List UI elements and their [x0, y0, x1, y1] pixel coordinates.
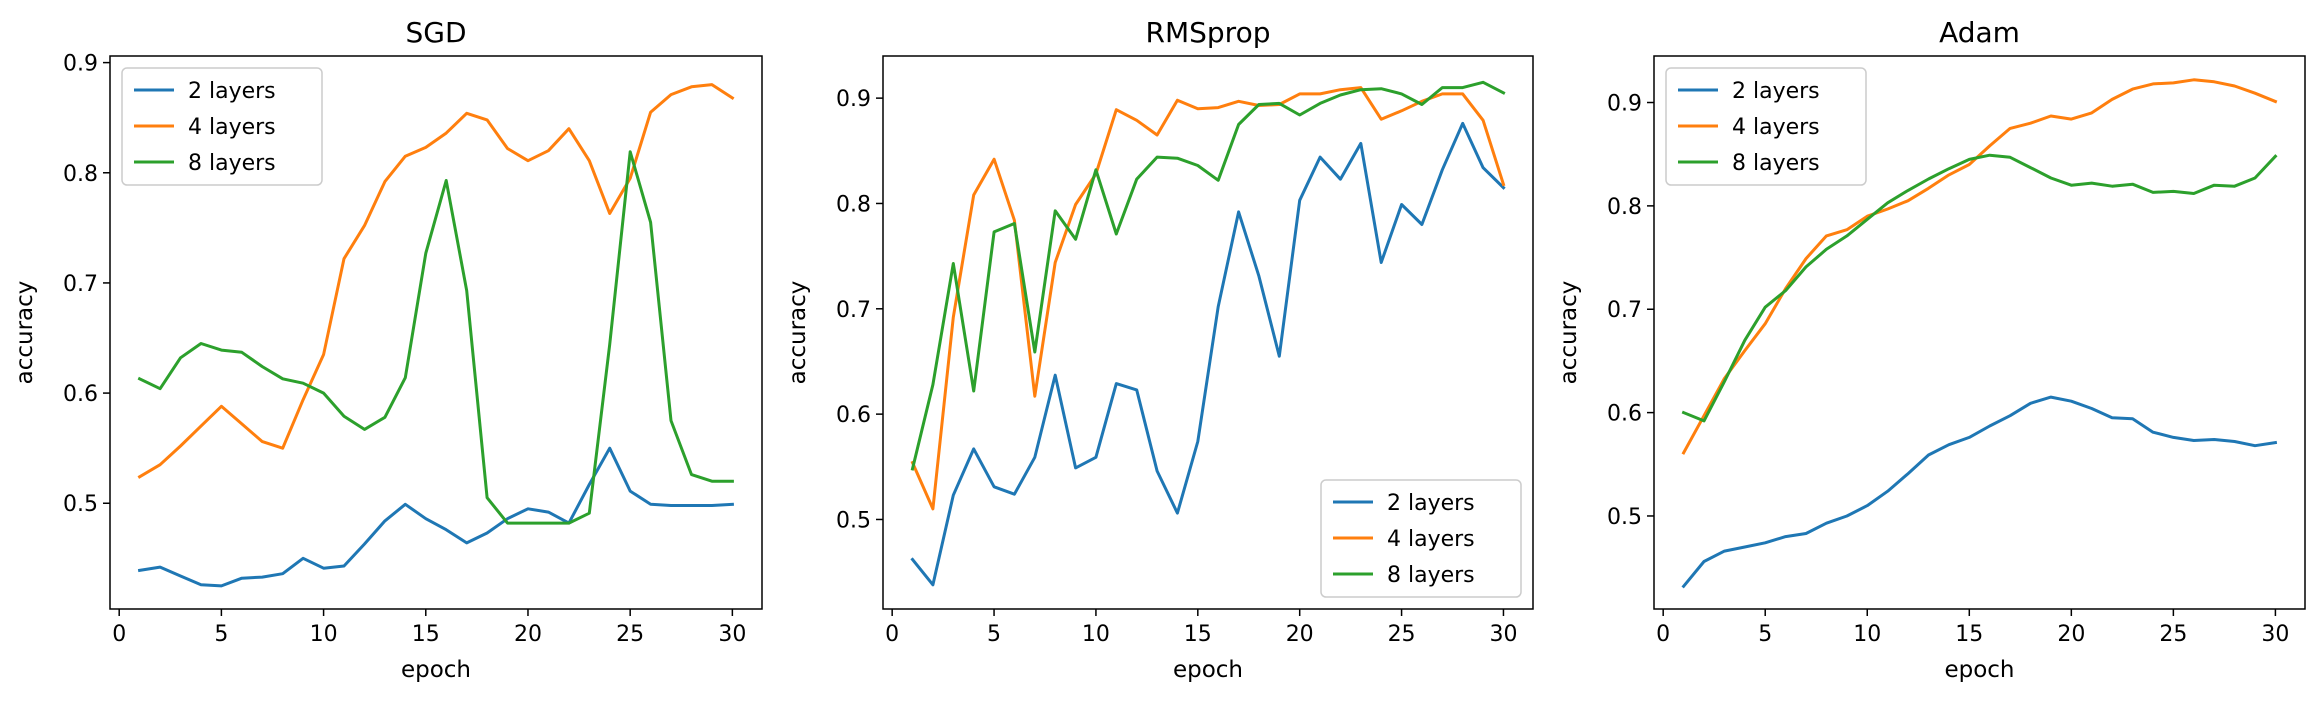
x-tick-label: 10	[1853, 622, 1881, 647]
y-tick-label: 0.6	[63, 382, 98, 407]
x-tick-label: 30	[2261, 622, 2289, 647]
subplot-rmsprop: RMSprop 0 5 10 15 20 25 30 0.5 0.6 0.7 0.8 0.9 epoch a…	[785, 16, 1534, 683]
series-line-8-layers	[137, 150, 734, 525]
y-tick-label: 0.7	[836, 298, 871, 323]
subplot-sgd: SGD 0 5 10 15 20 25 30 0.5 0.6 0.7 0.8 0.9 epoch accur…	[12, 16, 763, 683]
y-tick-label: 0.9	[63, 52, 98, 77]
series-line-2-layers	[1681, 395, 2278, 589]
x-tick-label: 0	[885, 622, 899, 647]
legend-label: 8 layers	[1387, 563, 1475, 588]
x-tick-label: 0	[112, 622, 126, 647]
y-tick-label: 0.6	[836, 403, 871, 428]
x-tick-label: 20	[2057, 622, 2085, 647]
x-axis-label: epoch	[1944, 657, 2014, 683]
y-tick-label: 0.5	[836, 508, 871, 533]
x-axis-label: epoch	[1173, 657, 1243, 683]
series-line-8-layers	[910, 80, 1506, 471]
y-axis-label: accuracy	[785, 281, 811, 385]
y-tick-label: 0.5	[1607, 505, 1642, 530]
legend: 2 layers 4 layers 8 layers	[121, 67, 323, 186]
y-tick-label: 0.6	[1607, 402, 1642, 427]
x-tick-label: 20	[1286, 622, 1314, 647]
x-tick-label: 15	[1184, 622, 1212, 647]
series-line-2-layers	[137, 446, 734, 588]
x-tick-label: 5	[214, 622, 228, 647]
x-tick-label: 10	[1082, 622, 1110, 647]
y-tick-label: 0.8	[1607, 195, 1642, 220]
x-tick-label: 25	[616, 622, 644, 647]
y-tick-label: 0.7	[1607, 298, 1642, 323]
chart-title: SGD	[405, 16, 466, 49]
legend-label: 8 layers	[188, 151, 276, 176]
chart-title: Adam	[1939, 16, 2020, 49]
series-line-8-layers	[1681, 153, 2278, 423]
y-tick-label: 0.8	[836, 192, 871, 217]
series-line-4-layers	[910, 86, 1506, 511]
x-tick-label: 30	[1489, 622, 1517, 647]
plot-frame	[109, 55, 763, 610]
y-tick-label: 0.5	[63, 492, 98, 517]
y-tick-label: 0.7	[63, 272, 98, 297]
y-axis-label: accuracy	[12, 281, 38, 385]
legend-label: 4 layers	[1732, 115, 1820, 140]
legend-label: 8 layers	[1732, 151, 1820, 176]
x-tick-label: 5	[1758, 622, 1772, 647]
x-tick-label: 10	[310, 622, 338, 647]
legend: 2 layers 4 layers 8 layers	[1320, 479, 1522, 598]
x-tick-label: 15	[1955, 622, 1983, 647]
x-tick-label: 0	[1656, 622, 1670, 647]
legend-label: 2 layers	[1732, 79, 1820, 104]
y-tick-label: 0.8	[63, 162, 98, 187]
legend: 2 layers 4 layers 8 layers	[1665, 67, 1867, 186]
chart-title: RMSprop	[1146, 16, 1271, 49]
x-tick-label: 25	[1388, 622, 1416, 647]
x-axis-label: epoch	[401, 657, 471, 683]
legend-label: 2 layers	[188, 79, 276, 104]
series-line-2-layers	[910, 121, 1506, 587]
x-tick-label: 25	[2159, 622, 2187, 647]
x-tick-label: 30	[718, 622, 746, 647]
y-tick-label: 0.9	[836, 87, 871, 112]
x-tick-label: 20	[514, 622, 542, 647]
legend-box	[121, 67, 323, 186]
legend-label: 2 layers	[1387, 491, 1475, 516]
plot-frame	[1653, 55, 2306, 610]
x-tick-label: 15	[412, 622, 440, 647]
legend-box	[1320, 479, 1522, 598]
plot-frame	[882, 55, 1534, 610]
legend-label: 4 layers	[1387, 527, 1475, 552]
y-axis-label: accuracy	[1556, 281, 1582, 385]
subplot-adam: Adam 0 5 10 15 20 25 30 0.5 0.6 0.7 0.8 0.9 epoch accu…	[1556, 16, 2306, 683]
y-tick-label: 0.9	[1607, 92, 1642, 117]
x-tick-label: 5	[987, 622, 1001, 647]
legend-box	[1665, 67, 1867, 186]
legend-label: 4 layers	[188, 115, 276, 140]
